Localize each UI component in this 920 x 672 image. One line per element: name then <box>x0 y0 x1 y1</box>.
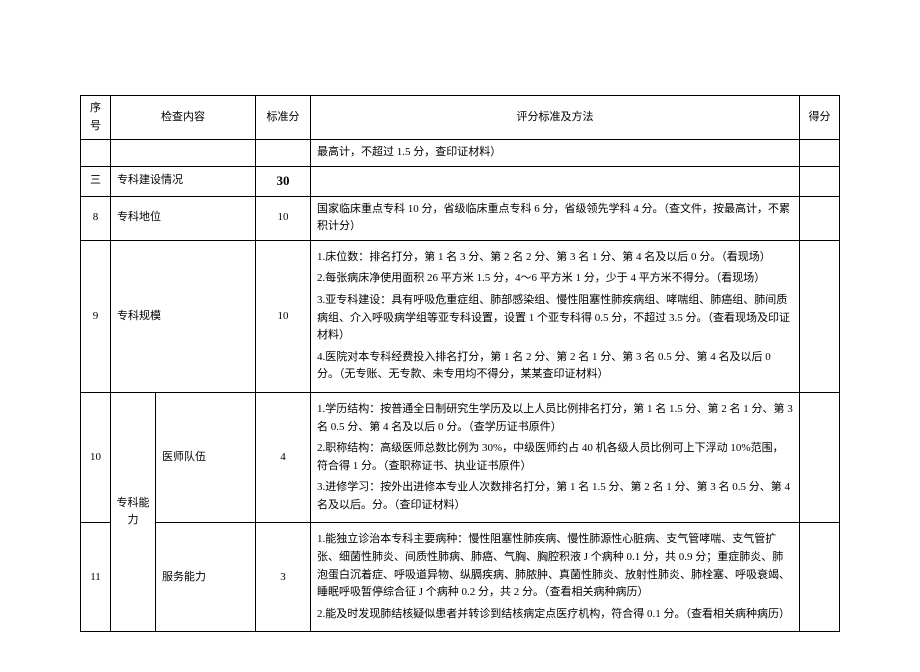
r11-seq: 11 <box>81 523 111 632</box>
r10-c3: 3.进修学习：按外出进修本专业人次数排名打分，第 1 名 1.5 分、第 2 名… <box>317 479 794 514</box>
hdr-score: 标准分 <box>256 96 311 140</box>
r9-c2: 2.每张病床净使用面积 26 平方米 1.5 分，4～6 平方米 1 分，少于 … <box>317 270 794 288</box>
r9-c4: 4.医院对本专科经费投入排名打分，第 1 名 2 分、第 2 名 1 分、第 3… <box>317 349 794 384</box>
r9-score: 10 <box>256 240 311 392</box>
row-carryover: 最高计，不超过 1.5 分，查印证材料） <box>81 140 840 167</box>
row-10: 10 专科能力 医师队伍 4 1.学历结构：按普通全日制研究生学历及以上人员比例… <box>81 392 840 523</box>
r10-c2: 2.职称结构：高级医师总数比例为 30%，中级医师约占 40 机各级人员比例可上… <box>317 440 794 475</box>
group-title: 专科能力 <box>111 392 156 632</box>
hdr-result: 得分 <box>800 96 840 140</box>
hdr-content: 检查内容 <box>111 96 256 140</box>
r8-score: 10 <box>256 196 311 240</box>
r10-c1: 1.学历结构：按普通全日制研究生学历及以上人员比例排名打分，第 1 名 1.5 … <box>317 401 794 436</box>
r8-criteria: 国家临床重点专科 10 分，省级临床重点专科 6 分，省级领先学科 4 分。（查… <box>311 196 800 240</box>
hdr-criteria: 评分标准及方法 <box>311 96 800 140</box>
section3-score: 30 <box>256 166 311 196</box>
r11-title: 服务能力 <box>156 523 256 632</box>
r9-title: 专科规模 <box>111 240 256 392</box>
header-row: 序号 检查内容 标准分 评分标准及方法 得分 <box>81 96 840 140</box>
section3-title: 专科建设情况 <box>111 166 256 196</box>
row-section-3: 三 专科建设情况 30 <box>81 166 840 196</box>
r9-c1: 1.床位数：排名打分，第 1 名 3 分、第 2 名 2 分、第 3 名 1 分… <box>317 249 794 267</box>
row-9: 9 专科规模 10 1.床位数：排名打分，第 1 名 3 分、第 2 名 2 分… <box>81 240 840 392</box>
r11-criteria: 1.能独立诊治本专科主要病种：慢性阻塞性肺疾病、慢性肺源性心脏病、支气管哮喘、支… <box>311 523 800 632</box>
r8-title: 专科地位 <box>111 196 256 240</box>
r9-c3: 3.亚专科建设：具有呼吸危重症组、肺部感染组、慢性阻塞性肺疾病组、哮喘组、肺癌组… <box>317 292 794 345</box>
r11-c2: 2.能及时发现肺结核疑似患者并转诊到结核病定点医疗机构，符合得 0.1 分。（查… <box>317 606 794 624</box>
r11-score: 3 <box>256 523 311 632</box>
evaluation-table: 序号 检查内容 标准分 评分标准及方法 得分 最高计，不超过 1.5 分，查印证… <box>80 95 840 632</box>
r9-criteria: 1.床位数：排名打分，第 1 名 3 分、第 2 名 2 分、第 3 名 1 分… <box>311 240 800 392</box>
hdr-seq: 序号 <box>81 96 111 140</box>
row-8: 8 专科地位 10 国家临床重点专科 10 分，省级临床重点专科 6 分，省级领… <box>81 196 840 240</box>
row-11: 11 服务能力 3 1.能独立诊治本专科主要病种：慢性阻塞性肺疾病、慢性肺源性心… <box>81 523 840 632</box>
carryover-criteria: 最高计，不超过 1.5 分，查印证材料） <box>311 140 800 167</box>
r10-criteria: 1.学历结构：按普通全日制研究生学历及以上人员比例排名打分，第 1 名 1.5 … <box>311 392 800 523</box>
section3-seq: 三 <box>81 166 111 196</box>
r8-seq: 8 <box>81 196 111 240</box>
r10-title: 医师队伍 <box>156 392 256 523</box>
r11-c1: 1.能独立诊治本专科主要病种：慢性阻塞性肺疾病、慢性肺源性心脏病、支气管哮喘、支… <box>317 531 794 601</box>
r9-seq: 9 <box>81 240 111 392</box>
r10-score: 4 <box>256 392 311 523</box>
r10-seq: 10 <box>81 392 111 523</box>
